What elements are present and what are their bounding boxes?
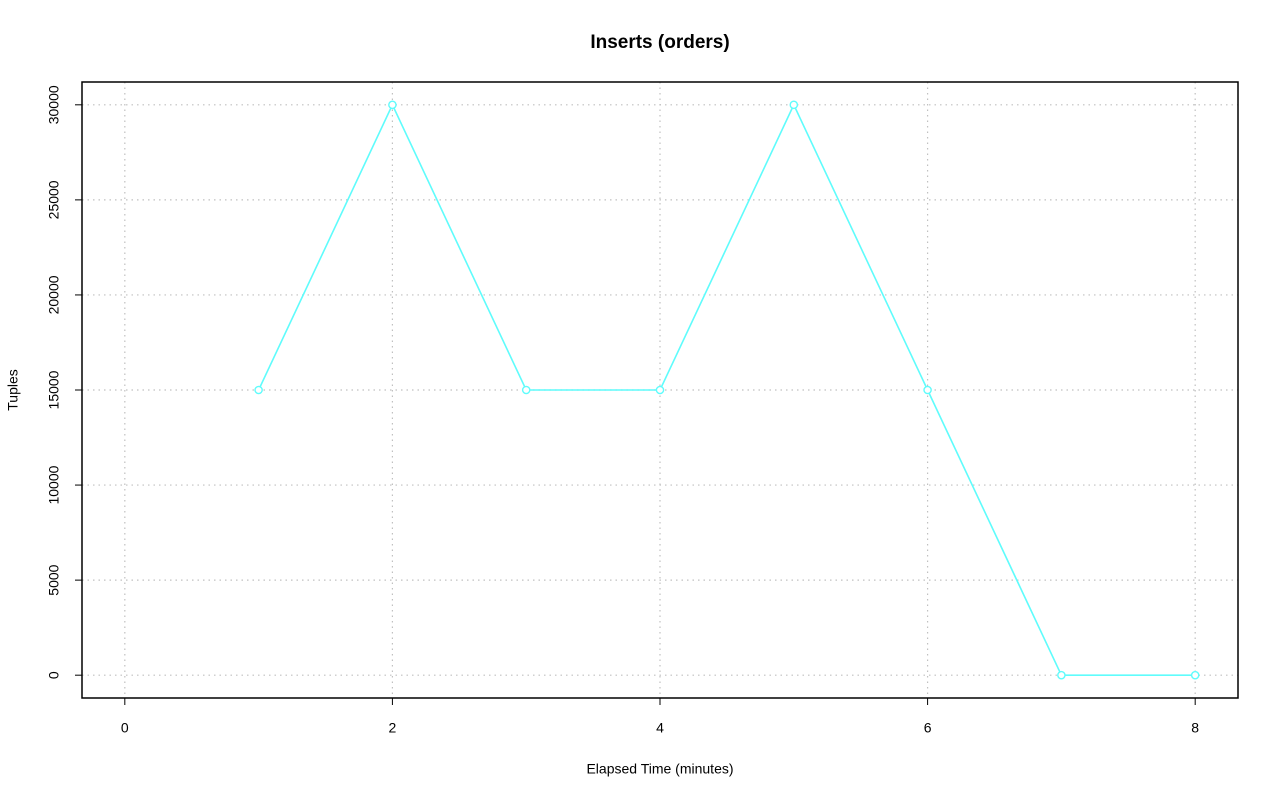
x-tick-label: 8	[1191, 720, 1199, 736]
y-tick-label: 0	[46, 671, 62, 679]
data-point	[1190, 670, 1200, 680]
plot-frame	[81, 81, 1239, 699]
data-line	[257, 102, 1196, 676]
x-tick-label: 4	[656, 720, 664, 736]
chart-title: Inserts (orders)	[590, 32, 729, 53]
y-tick-label: 25000	[46, 180, 62, 219]
y-tick-label: 30000	[46, 85, 62, 124]
data-point	[655, 385, 665, 395]
y-tick-label: 10000	[46, 465, 62, 504]
x-tick-label: 0	[121, 720, 129, 736]
x-tick-label: 6	[924, 720, 932, 736]
x-axis-label: Elapsed Time (minutes)	[586, 761, 733, 777]
data-point	[789, 100, 799, 110]
data-point	[388, 100, 397, 110]
y-axis-label: Tuples	[5, 369, 21, 411]
y-tick-label: 20000	[46, 275, 62, 314]
data-point	[254, 385, 263, 395]
data-point	[923, 385, 932, 395]
data-point	[1057, 670, 1066, 680]
data-point	[521, 385, 531, 395]
y-tick-label: 5000	[46, 564, 62, 595]
x-tick-label: 2	[389, 720, 397, 736]
y-tick-label: 15000	[46, 370, 62, 409]
